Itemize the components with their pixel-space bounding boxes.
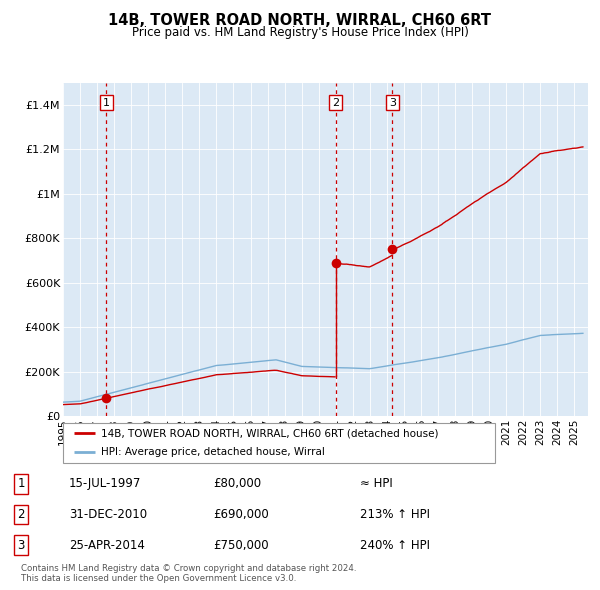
Text: ≈ HPI: ≈ HPI xyxy=(360,477,393,490)
Text: 1: 1 xyxy=(103,97,110,107)
Text: 31-DEC-2010: 31-DEC-2010 xyxy=(69,508,147,521)
Text: HPI: Average price, detached house, Wirral: HPI: Average price, detached house, Wirr… xyxy=(101,447,325,457)
Text: 15-JUL-1997: 15-JUL-1997 xyxy=(69,477,142,490)
Text: 14B, TOWER ROAD NORTH, WIRRAL, CH60 6RT (detached house): 14B, TOWER ROAD NORTH, WIRRAL, CH60 6RT … xyxy=(101,428,439,438)
Text: 14B, TOWER ROAD NORTH, WIRRAL, CH60 6RT: 14B, TOWER ROAD NORTH, WIRRAL, CH60 6RT xyxy=(109,13,491,28)
Text: 1: 1 xyxy=(17,477,25,490)
Text: 213% ↑ HPI: 213% ↑ HPI xyxy=(360,508,430,521)
Text: Contains HM Land Registry data © Crown copyright and database right 2024.
This d: Contains HM Land Registry data © Crown c… xyxy=(21,563,356,583)
Text: 2: 2 xyxy=(17,508,25,521)
Text: 2: 2 xyxy=(332,97,339,107)
Text: £690,000: £690,000 xyxy=(213,508,269,521)
Text: £750,000: £750,000 xyxy=(213,539,269,552)
Text: 25-APR-2014: 25-APR-2014 xyxy=(69,539,145,552)
Text: Price paid vs. HM Land Registry's House Price Index (HPI): Price paid vs. HM Land Registry's House … xyxy=(131,26,469,39)
Text: 3: 3 xyxy=(389,97,396,107)
Text: £80,000: £80,000 xyxy=(213,477,261,490)
Text: 240% ↑ HPI: 240% ↑ HPI xyxy=(360,539,430,552)
Text: 3: 3 xyxy=(17,539,25,552)
